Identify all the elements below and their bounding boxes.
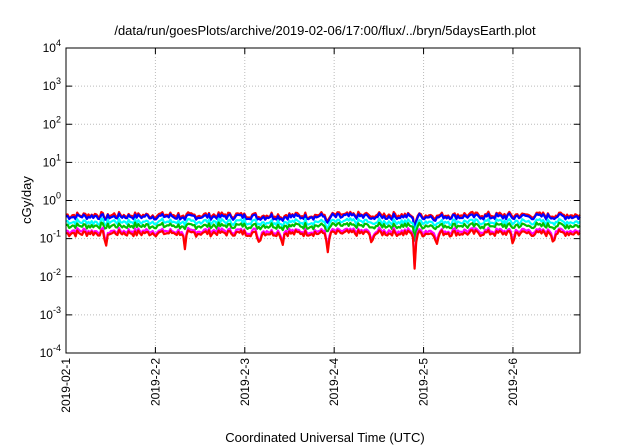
x-axis-ticks: 2019-02-1 2019-2-2 2019-2-3 2019-2-4 2019-2-… <box>59 48 520 413</box>
series-line <box>65 212 581 233</box>
x-tick-label: 2019-2-4 <box>327 358 341 406</box>
y-axis-label: cGy/day <box>19 176 34 224</box>
x-tick-label: 2019-2-6 <box>506 358 520 406</box>
x-tick-label: 2019-2-2 <box>148 358 162 406</box>
x-tick-label: 2019-2-3 <box>238 358 252 406</box>
series-line <box>65 217 581 238</box>
series-layer <box>65 210 581 270</box>
y-tick-label: 10-1 <box>40 229 61 246</box>
y-tick-label: 100 <box>43 191 61 208</box>
x-axis-label: Coordinated Universal Time (UTC) <box>225 430 424 445</box>
x-tick-label: 2019-2-5 <box>417 358 431 406</box>
series-line <box>65 221 581 242</box>
chart-title: /data/run/goesPlots/archive/2019-02-06/1… <box>114 23 536 38</box>
y-tick-label: 104 <box>43 38 61 55</box>
series-line <box>65 226 581 268</box>
y-tick-label: 101 <box>43 152 61 169</box>
y-tick-label: 10-2 <box>40 267 61 284</box>
y-axis-ticks: 10-4 10-3 10-2 10-1 100 101 102 103 104 <box>40 38 580 360</box>
x-tick-label: 2019-02-1 <box>59 358 73 413</box>
y-tick-label: 10-3 <box>40 305 61 322</box>
grid <box>66 48 580 353</box>
series-line <box>66 228 581 270</box>
plot-frame <box>65 47 581 354</box>
y-tick-label: 102 <box>43 114 61 131</box>
y-tick-label: 10-4 <box>40 343 61 360</box>
y-tick-label: 103 <box>43 76 61 93</box>
